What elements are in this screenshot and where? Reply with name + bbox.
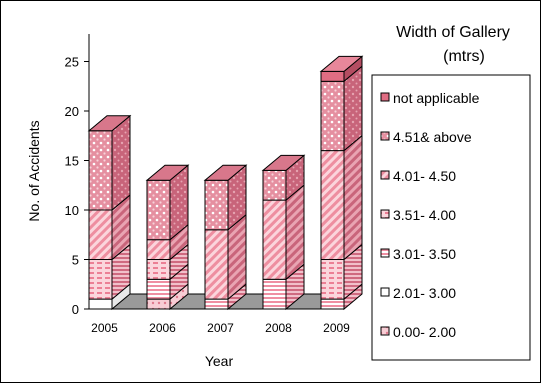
bar-segment-side bbox=[285, 184, 305, 281]
bar-segment-front bbox=[262, 278, 287, 310]
legend-label: 4.01- 4.50 bbox=[393, 168, 456, 184]
legend-swatch bbox=[380, 287, 390, 297]
legend-swatch bbox=[380, 248, 390, 258]
y-tick-label: 20 bbox=[65, 104, 79, 119]
bar-segment-front bbox=[146, 239, 171, 260]
bar-segment-front bbox=[88, 259, 113, 300]
bar-top-cap bbox=[261, 154, 306, 171]
bar-top-cap bbox=[319, 55, 364, 72]
bar-segment-front bbox=[146, 179, 171, 241]
legend-label: 3.51- 4.00 bbox=[393, 207, 456, 223]
bar-segment-front bbox=[88, 298, 113, 310]
y-tick-label: 15 bbox=[65, 154, 79, 169]
bar-segment-front bbox=[88, 130, 113, 211]
legend-title-line-1: Width of Gallery bbox=[396, 24, 510, 41]
y-tick-label: 0 bbox=[72, 302, 79, 317]
bar-segment-front bbox=[262, 169, 287, 201]
legend-swatch bbox=[380, 170, 390, 180]
legend-label: 3.01- 3.50 bbox=[393, 246, 456, 262]
legend-swatch bbox=[380, 209, 390, 219]
bar-segment-front bbox=[320, 80, 345, 152]
bar-top-cap bbox=[87, 115, 132, 132]
x-tick-label: 2007 bbox=[207, 321, 234, 335]
x-tick-label: 2005 bbox=[91, 321, 118, 335]
bar-segment-side bbox=[343, 134, 363, 261]
legend-box bbox=[371, 74, 531, 361]
legend-swatch bbox=[380, 326, 390, 336]
bar-segment-front bbox=[320, 70, 345, 82]
y-axis-title: No. of Accidents bbox=[26, 120, 42, 221]
legend-swatch bbox=[380, 92, 390, 102]
x-tick-label: 2006 bbox=[149, 321, 176, 335]
x-axis-title: Year bbox=[205, 353, 234, 369]
bar-segment-front bbox=[320, 259, 345, 300]
legend-label: 0.00- 2.00 bbox=[393, 324, 456, 340]
bar-top-cap bbox=[145, 164, 190, 181]
legend-title-line-2: (mtrs) bbox=[443, 48, 485, 65]
bar-segment-side bbox=[111, 114, 131, 212]
bar-segment-front bbox=[146, 259, 171, 280]
legend-label: 4.51& above bbox=[393, 129, 472, 145]
x-tick-label: 2009 bbox=[323, 321, 350, 335]
legend-label: not applicable bbox=[393, 90, 480, 106]
bar-segment-front bbox=[204, 229, 229, 300]
bar-segment-front bbox=[146, 298, 171, 310]
bar-segment-front bbox=[204, 298, 229, 310]
legend-swatch bbox=[380, 131, 390, 141]
y-tick-label: 25 bbox=[65, 55, 79, 70]
bar-segment-front bbox=[88, 209, 113, 260]
x-tick-label: 2008 bbox=[265, 321, 292, 335]
bar-segment-front bbox=[204, 179, 229, 231]
y-tick-label: 5 bbox=[72, 253, 79, 268]
bar-top-cap bbox=[203, 164, 248, 181]
bar-segment-front bbox=[320, 150, 345, 261]
legend-label: 2.01- 3.00 bbox=[393, 285, 456, 301]
bar-segment-front bbox=[320, 298, 345, 310]
bar-segment-front bbox=[262, 199, 287, 280]
bar-segment-front bbox=[146, 278, 171, 300]
y-tick-label: 10 bbox=[65, 203, 79, 218]
